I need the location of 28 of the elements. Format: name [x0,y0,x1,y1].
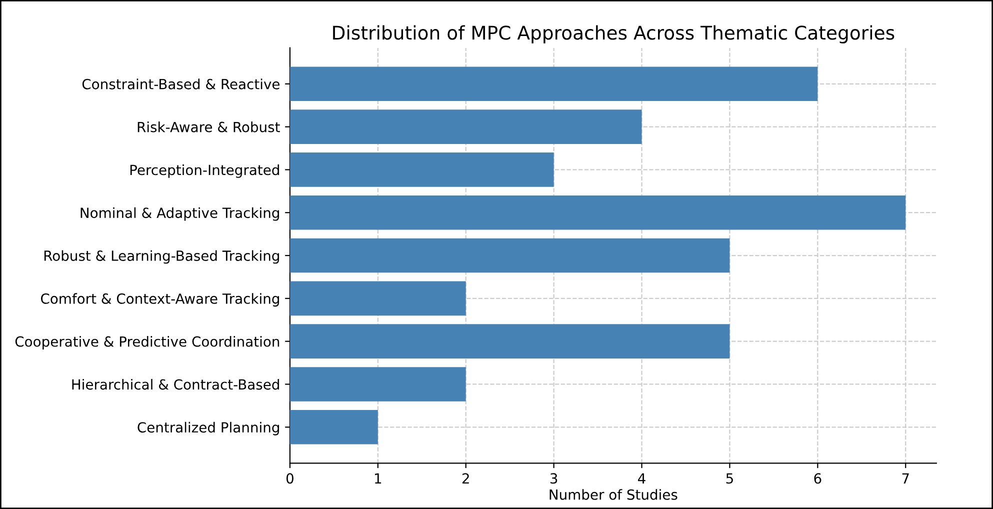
bar [290,281,466,316]
x-tick-label: 1 [375,473,382,484]
bar [290,66,818,102]
y-tick-label: Risk-Aware & Robust [138,122,280,132]
bar [290,110,642,144]
x-axis-title: Number of Studies [550,489,678,500]
y-tick-label: Hierarchical & Contract-Based [72,378,279,390]
x-tick-label: 6 [814,473,822,484]
y-tick-label: Centralized Planning [138,422,279,436]
x-tick-label: 3 [550,473,558,484]
bar [290,238,730,273]
y-tick-label: Perception-Integrated [130,164,279,178]
y-tick-label: Nominal & Adaptive Tracking [80,207,279,221]
bar [290,367,466,402]
x-tick-label: 0 [286,473,294,484]
x-tick-label: 5 [726,473,733,484]
y-tick-label: Cooperative & Predictive Coordination [15,336,280,350]
chart-title: Distribution of MPC Approaches Across Thematic Categories [333,25,894,44]
y-tick-label: Constraint-Based & Reactive [82,78,280,90]
x-tick-label: 2 [462,473,469,484]
bar [290,410,378,444]
y-tick-label: Robust & Learning-Based Tracking [44,250,279,264]
x-tick-label: 4 [638,473,646,484]
y-tick-label: Comfort & Context-Aware Tracking [40,293,279,307]
bar [290,324,730,358]
bar [290,152,554,187]
bar [290,195,906,230]
x-tick-label: 7 [902,473,909,484]
